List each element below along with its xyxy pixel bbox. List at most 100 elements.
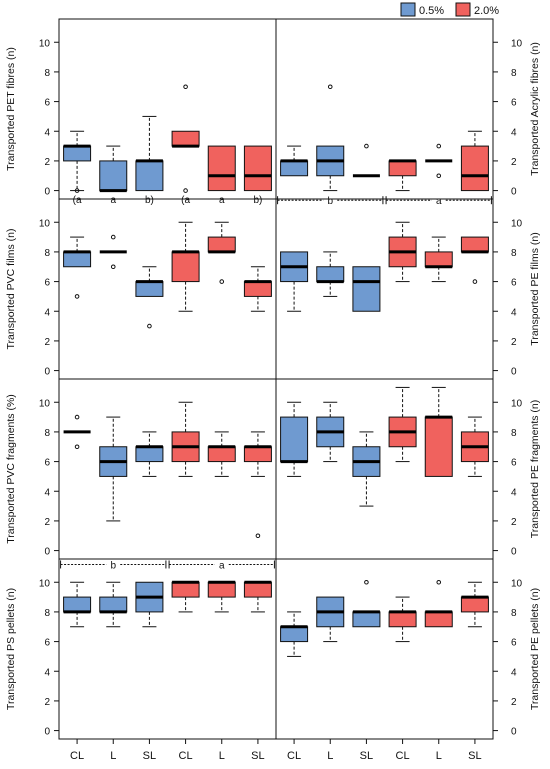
box	[424, 251, 453, 268]
y-tick-label-left: 10	[39, 218, 51, 229]
outlier-point	[219, 279, 225, 284]
y-tick-label-left: 10	[39, 398, 51, 409]
outlier-point	[183, 84, 188, 90]
y-tick-label-left: 2	[44, 697, 50, 708]
y-tick-label-left: 2	[44, 337, 50, 348]
y-tick-label-left: 2	[44, 157, 50, 168]
y-tick-label-left: 0	[44, 547, 50, 558]
y-tick-label-left: 2	[44, 517, 50, 528]
labels: Transported PET fibres (n) (a a b) (a a b) Tran…	[5, 42, 541, 710]
y-tick-label-left: 0	[44, 727, 50, 738]
y-tick-label-left: 6	[44, 458, 50, 469]
y-tick-label-left: 10	[39, 38, 51, 49]
y-tick-label-left: 6	[44, 278, 50, 289]
y-tick-label-left: 4	[44, 127, 50, 138]
x-tick-label: SL	[360, 750, 373, 762]
axes: 0 0 2 2 4 4 6 6 8 8 10 10 0 0 2 2 4 4 6 6 8 8 10 10 0 0 2 2 4 4 6 6 8 8 10…	[39, 38, 523, 762]
group-significance-letter: a	[219, 560, 225, 571]
outlier-point	[364, 143, 369, 149]
group-significance-letter: b	[110, 560, 116, 571]
y-tick-label-right: 8	[511, 428, 517, 439]
box	[388, 611, 417, 628]
y-tick-label-right: 4	[511, 487, 517, 498]
y-tick-label-right: 0	[511, 367, 517, 378]
y-tick-label-left: 8	[44, 608, 50, 619]
box	[424, 611, 453, 628]
outlier-point	[74, 414, 80, 420]
box	[207, 145, 236, 192]
box	[243, 145, 272, 192]
outlier-point	[436, 143, 442, 149]
y-axis-label: Transported Acrylic fibres (n)	[529, 42, 541, 176]
y-tick-label-right: 4	[511, 307, 517, 318]
y-tick-label-right: 6	[511, 98, 517, 109]
box	[207, 446, 236, 463]
outlier-point	[74, 188, 80, 193]
x-tick-label: SL	[468, 750, 481, 762]
box	[388, 160, 417, 177]
y-axis-label: Transported PVC films (n)	[5, 229, 17, 350]
box	[280, 626, 309, 643]
y-tick-label-right: 10	[511, 578, 523, 589]
outlier-point	[364, 579, 369, 585]
box	[207, 581, 236, 598]
y-tick-label-left: 8	[44, 428, 50, 439]
box	[460, 236, 489, 253]
significance-letter: a	[219, 195, 225, 206]
y-tick-label-left: 0	[44, 187, 50, 198]
box	[99, 596, 128, 613]
y-tick-label-left: 0	[44, 367, 50, 378]
significance-letter: a	[110, 195, 116, 206]
y-tick-label-right: 6	[511, 638, 517, 649]
y-tick-label-left: 4	[44, 487, 50, 498]
y-tick-label-right: 2	[511, 157, 517, 168]
y-tick-label-right: 0	[511, 547, 517, 558]
x-tick-label: CL	[179, 750, 193, 762]
x-tick-label: L	[436, 750, 442, 762]
box	[99, 160, 128, 192]
y-tick-label-left: 10	[39, 578, 51, 589]
box	[135, 160, 164, 192]
box	[171, 130, 200, 147]
y-tick-label-left: 6	[44, 638, 50, 649]
box	[280, 160, 309, 177]
x-tick-label: CL	[70, 750, 84, 762]
legend-label-2-0: 2.0%	[474, 5, 499, 17]
box	[280, 416, 309, 463]
x-tick-label: L	[219, 750, 225, 762]
box	[135, 281, 164, 297]
y-axis-label: Transported PVC fragments (%)	[5, 394, 17, 544]
box	[207, 236, 236, 253]
y-tick-label-right: 10	[511, 398, 523, 409]
y-tick-label-right: 6	[511, 278, 517, 289]
box	[460, 145, 489, 192]
x-tick-label: SL	[251, 750, 264, 762]
box	[63, 596, 92, 613]
y-tick-label-left: 4	[44, 307, 50, 318]
outlier-point	[436, 173, 442, 179]
box	[243, 446, 272, 463]
significance-letter: b)	[253, 195, 262, 206]
y-tick-label-right: 2	[511, 337, 517, 348]
outlier-point	[110, 234, 116, 240]
plot-frames	[58, 18, 494, 740]
y-tick-label-right: 4	[511, 127, 517, 138]
y-tick-label-right: 0	[511, 727, 517, 738]
x-tick-label: L	[327, 750, 333, 762]
y-tick-label-right: 8	[511, 68, 517, 79]
box	[424, 416, 453, 477]
outlier-point	[472, 279, 478, 284]
box	[316, 266, 345, 283]
x-tick-label: L	[110, 750, 116, 762]
y-tick-label-left: 8	[44, 68, 50, 79]
y-tick-label-right: 8	[511, 248, 517, 259]
box	[352, 611, 381, 628]
group-significance-letter: a	[436, 196, 442, 207]
y-tick-label-right: 10	[511, 218, 523, 229]
significance-letter: (a	[181, 195, 190, 206]
outlier-point	[147, 323, 152, 329]
y-tick-label-right: 8	[511, 608, 517, 619]
x-tick-label: CL	[396, 750, 410, 762]
box-marks	[63, 84, 489, 657]
